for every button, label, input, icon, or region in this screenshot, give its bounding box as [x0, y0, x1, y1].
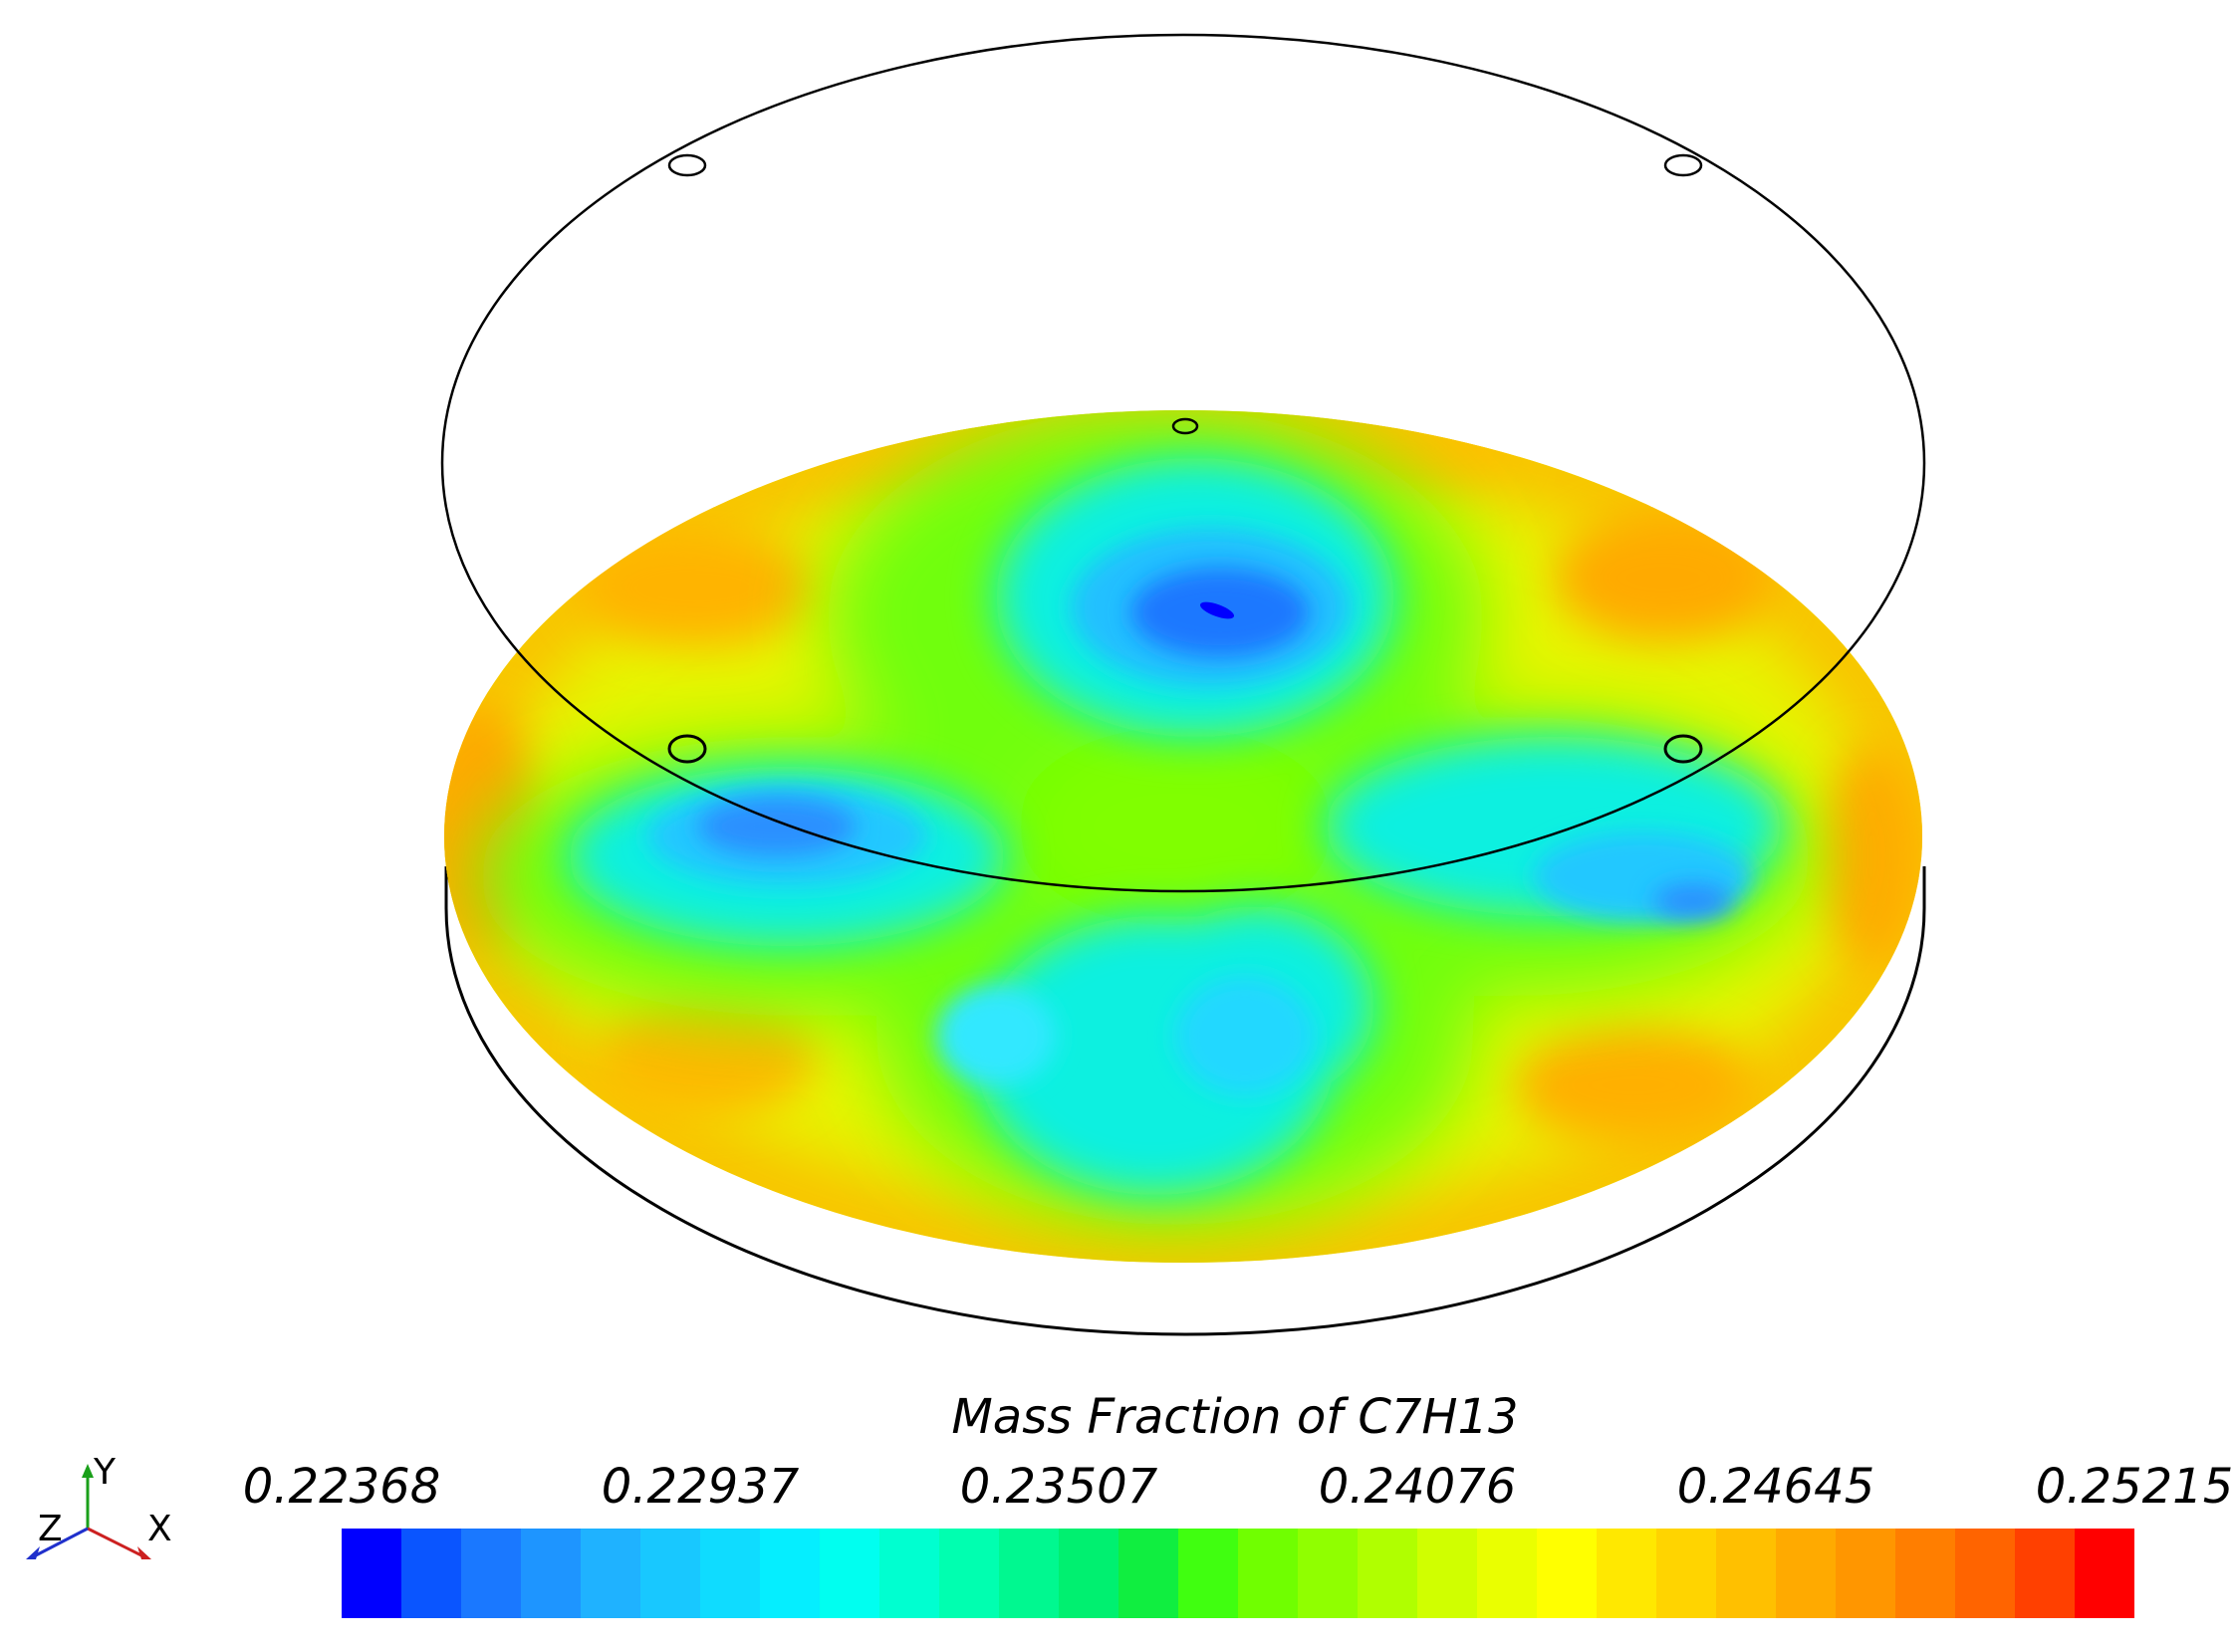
axis-label-z: Z: [38, 1509, 63, 1549]
colorbar-cell: [521, 1529, 581, 1618]
colorbar-cell: [342, 1529, 401, 1618]
lid-hole-top-left: [667, 153, 707, 177]
colorbar-cell: [1417, 1529, 1477, 1618]
colorbar-cell: [820, 1529, 879, 1618]
lid-hole-center: [1171, 417, 1199, 435]
legend-tick-label: 0.22368: [242, 1459, 441, 1515]
lower-cylinder-outline: [444, 866, 1926, 1336]
colorbar-cell: [2075, 1529, 2134, 1618]
legend-tick-label: 0.23507: [959, 1459, 1158, 1515]
legend-colorbar: [342, 1529, 2134, 1618]
colorbar-cell: [939, 1529, 999, 1618]
lid-hole-left: [667, 734, 707, 764]
axis-label-x: X: [147, 1509, 172, 1549]
legend-tick-label: 0.24076: [1318, 1459, 1517, 1515]
colorbar-cell: [1955, 1529, 2015, 1618]
colorbar-cell: [1895, 1529, 1955, 1618]
colorbar-cell: [1358, 1529, 1417, 1618]
colorbar-cell: [700, 1529, 760, 1618]
lid-hole-top-right: [1663, 153, 1703, 177]
colorbar-cell: [581, 1529, 640, 1618]
legend-tick-label: 0.25215: [2035, 1459, 2234, 1515]
legend-tick-label: 0.22937: [601, 1459, 800, 1515]
legend-tick-label: 0.24645: [1676, 1459, 1875, 1515]
colorbar-cell: [1776, 1529, 1836, 1618]
axis-label-y: Y: [94, 1452, 116, 1493]
colorbar-cell: [1298, 1529, 1358, 1618]
colorbar-cell: [461, 1529, 521, 1618]
colorbar-cell: [1656, 1529, 1716, 1618]
colorbar-cell: [640, 1529, 700, 1618]
upper-lid-outline: [440, 33, 1926, 893]
colorbar-cell: [999, 1529, 1059, 1618]
colorbar-cell: [1118, 1529, 1178, 1618]
colorbar-cell: [879, 1529, 939, 1618]
colorbar-cell: [1178, 1529, 1238, 1618]
colorbar-cell: [2015, 1529, 2075, 1618]
colorbar-cell: [1537, 1529, 1597, 1618]
lid-hole-right: [1663, 734, 1703, 764]
colorbar-cell: [1059, 1529, 1118, 1618]
legend-title: Mass Fraction of C7H13: [951, 1389, 1519, 1445]
colorbar-cell: [1477, 1529, 1537, 1618]
colorbar-cell: [1836, 1529, 1895, 1618]
mass-fraction-contour-plane: [444, 410, 1922, 1263]
axis-triad: [26, 1464, 151, 1559]
colorbar-cell: [401, 1529, 461, 1618]
colorbar-cell: [1716, 1529, 1776, 1618]
colorbar-cell: [1597, 1529, 1656, 1618]
colorbar-cell: [760, 1529, 820, 1618]
colorbar-cell: [1238, 1529, 1298, 1618]
